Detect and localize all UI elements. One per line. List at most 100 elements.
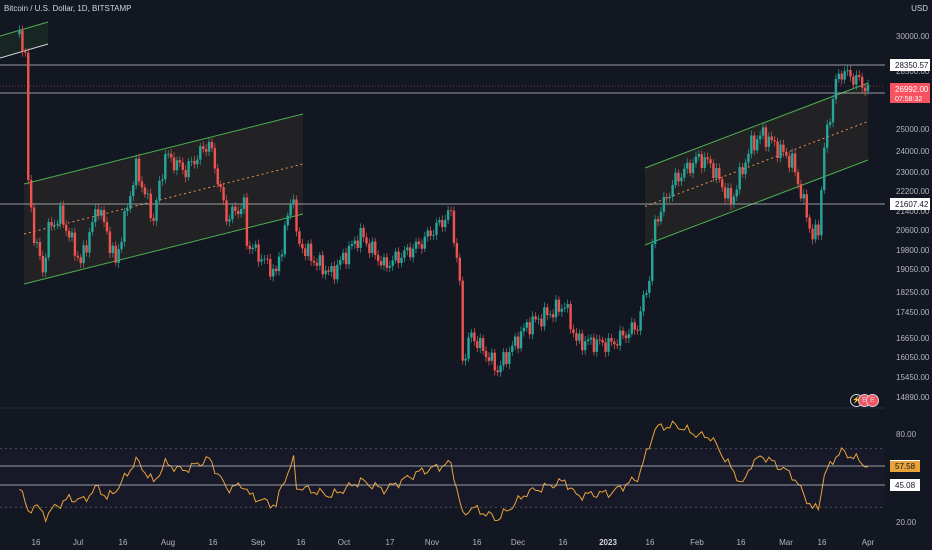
- candle-body: [312, 260, 316, 263]
- candle-body: [88, 232, 91, 253]
- candle-body: [624, 335, 628, 339]
- candle-body: [703, 157, 706, 168]
- candle-body: [569, 304, 572, 330]
- candle-body: [621, 330, 625, 336]
- last-price-tag: [890, 83, 930, 103]
- price-tick-label: 19050.00: [896, 265, 930, 274]
- candle-body: [511, 345, 514, 352]
- candle-body: [790, 153, 794, 168]
- candle-body: [688, 162, 692, 174]
- candle-body: [522, 327, 526, 332]
- x-tick-label: Jul: [73, 538, 83, 547]
- candle-body: [129, 196, 132, 209]
- earnings-icon-2[interactable]: E: [866, 394, 879, 407]
- candle-body: [642, 294, 645, 312]
- candle-body: [776, 141, 779, 158]
- candle-body: [473, 332, 476, 342]
- candle-body: [44, 257, 47, 273]
- candle-body: [126, 208, 129, 212]
- candle-body: [38, 242, 42, 256]
- rsi-line: [19, 420, 869, 524]
- candle-body: [327, 270, 330, 272]
- candle-body: [73, 232, 77, 256]
- last-price-value: 26992.00: [895, 85, 929, 94]
- candle-body: [758, 135, 762, 140]
- candle-body: [225, 200, 228, 222]
- price-level-label: 28350.57: [895, 61, 929, 70]
- x-tick-label: 16: [119, 538, 128, 547]
- x-tick-label: 16: [32, 538, 41, 547]
- candle-body: [613, 341, 616, 345]
- candle-body: [21, 30, 24, 52]
- candle-body: [190, 161, 193, 162]
- candle-body: [534, 316, 537, 320]
- candle-body: [484, 350, 488, 358]
- candle-body: [257, 244, 260, 262]
- candle-body: [528, 322, 531, 335]
- candle-body: [464, 358, 467, 361]
- candle-body: [721, 179, 724, 188]
- candle-body: [315, 262, 319, 266]
- candle-body: [761, 127, 765, 136]
- candle-body: [53, 224, 56, 226]
- candle-body: [557, 299, 561, 312]
- candle-body: [750, 135, 753, 154]
- candle-body: [62, 205, 65, 225]
- rsi-tick-label: 20.00: [896, 518, 917, 527]
- candle-body: [767, 136, 771, 147]
- candle-body: [292, 199, 295, 204]
- candle-body: [231, 206, 234, 220]
- candle-body: [283, 225, 287, 255]
- price-tick-label: 22200.00: [896, 187, 930, 196]
- channel-jun-sep-upper: [23, 113, 304, 185]
- x-tick-label: Sep: [251, 538, 266, 547]
- candle-body: [172, 157, 176, 171]
- currency-label: USD: [911, 4, 928, 13]
- price-level-label: 21607.42: [895, 200, 929, 209]
- candle-body: [222, 187, 225, 201]
- candle-body: [161, 179, 164, 181]
- candle-body: [234, 206, 237, 211]
- candle-body: [374, 241, 377, 255]
- candle-body: [420, 244, 424, 249]
- candle-body: [47, 222, 50, 258]
- candle-body: [236, 210, 240, 215]
- candle-body: [645, 292, 648, 295]
- candle-body: [333, 265, 336, 280]
- candle-body: [70, 232, 74, 238]
- candle-body: [572, 329, 575, 334]
- candle-body: [304, 248, 307, 257]
- candle-body: [718, 168, 721, 180]
- candle-body: [636, 329, 639, 331]
- candle-body: [271, 268, 275, 277]
- x-tick-label: Oct: [338, 538, 351, 547]
- candle-body: [744, 162, 747, 175]
- candle-body: [863, 87, 867, 92]
- candle-body: [554, 299, 558, 318]
- candle-body: [196, 159, 199, 165]
- candle-body: [432, 234, 435, 236]
- candle-body: [563, 307, 566, 309]
- candle-body: [458, 257, 461, 281]
- candle-body: [796, 172, 800, 185]
- x-tick-label: Mar: [779, 538, 793, 547]
- candle-body: [164, 154, 167, 180]
- x-tick-label: 16: [209, 538, 218, 547]
- candle-body: [102, 209, 106, 222]
- candle-body: [455, 243, 459, 258]
- candle-body: [513, 336, 517, 346]
- candle-body: [400, 257, 403, 264]
- candle-body: [18, 30, 21, 35]
- x-tick-label: Nov: [425, 538, 439, 547]
- candle-body: [487, 357, 491, 361]
- candle-body: [158, 180, 161, 201]
- candle-body: [376, 254, 380, 262]
- candle-body: [324, 270, 327, 275]
- price-tick-label: 30000.00: [896, 32, 930, 41]
- candle-body: [598, 339, 601, 341]
- candle-body: [397, 251, 400, 264]
- candle-body: [729, 188, 733, 205]
- rsi-tick-label: 80.00: [896, 430, 917, 439]
- candle-body: [531, 316, 534, 335]
